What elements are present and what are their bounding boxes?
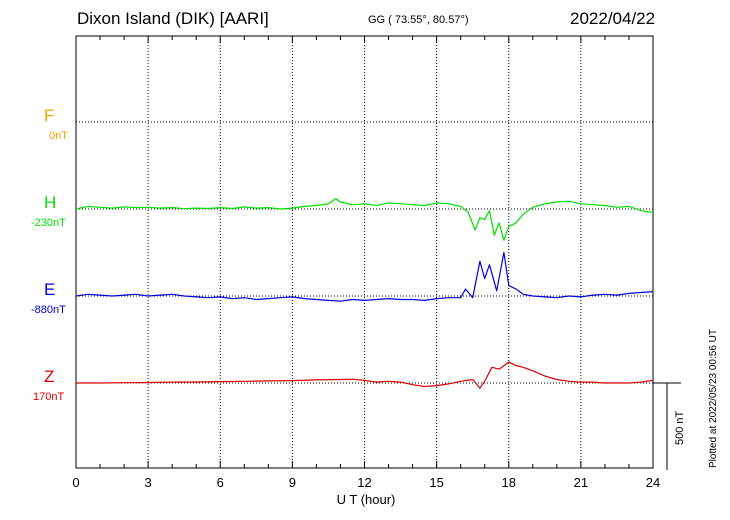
x-tick-label-21: 21	[574, 475, 588, 490]
series-z-line	[76, 361, 654, 389]
channel-e-offset: -880nT	[31, 304, 66, 316]
x-axis-label: U T (hour)	[337, 492, 396, 507]
x-tick-label-9: 9	[289, 475, 296, 490]
plot-date: 2022/04/22	[570, 9, 656, 28]
x-tick-label-18: 18	[502, 475, 516, 490]
channel-e-label: E	[44, 280, 56, 299]
x-tick-label-12: 12	[357, 475, 371, 490]
x-tick-label-3: 3	[145, 475, 152, 490]
grid-lines	[76, 36, 653, 468]
channel-z-offset: 170nT	[33, 391, 65, 403]
channel-h-offset: -230nT	[31, 217, 66, 229]
channel-f-offset: 0nT	[49, 130, 68, 142]
x-tick-label-0: 0	[72, 475, 79, 490]
series-h-line	[75, 198, 654, 241]
x-tick-label-6: 6	[217, 475, 224, 490]
station-title: Dixon Island (DIK) [AARI]	[77, 9, 269, 28]
x-tick-label-15: 15	[429, 475, 443, 490]
channel-h-label: H	[44, 193, 57, 212]
channel-f-label: F	[44, 106, 55, 125]
x-axis-ticks: 0 3 6 9 12 15 18 21 24	[72, 36, 660, 490]
series-e-line	[75, 251, 654, 302]
x-tick-label-24: 24	[646, 475, 660, 490]
channel-z-label: Z	[44, 367, 55, 386]
station-coords: GG ( 73.55°, 80.57°)	[368, 14, 469, 26]
scale-bar	[653, 382, 681, 470]
series-group	[75, 198, 654, 389]
